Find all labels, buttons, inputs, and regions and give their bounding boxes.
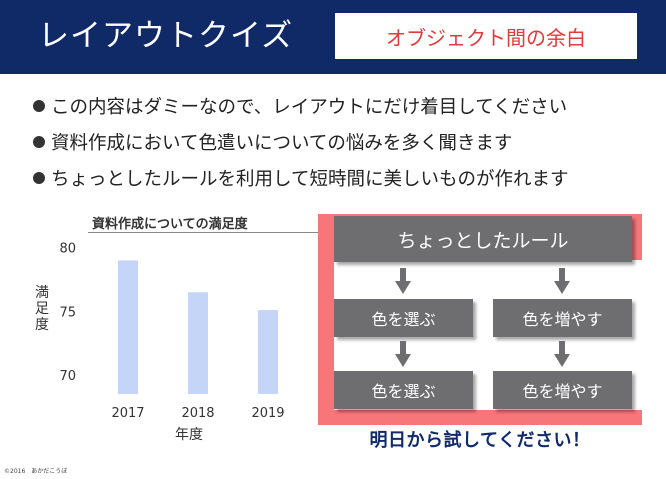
- arrow-down-icon: [554, 341, 570, 367]
- topic-badge: オブジェクト間の余白: [335, 13, 637, 59]
- bar-2018: [188, 292, 208, 394]
- header-bar: レイアウトクイズ オブジェクト間の余白: [0, 0, 666, 74]
- chart-x-axis-label: 年度: [175, 427, 203, 443]
- flow-box-choose-color: 色を選ぶ: [334, 371, 473, 409]
- arrow-down-icon: [395, 268, 411, 294]
- chart-y-axis-label: 満足度: [35, 285, 49, 333]
- x-tick-label: 2019: [251, 406, 284, 421]
- arrow-down-icon: [395, 341, 411, 367]
- bullet-list: この内容はダミーなので、レイアウトにだけ着目してください 資料作成において色遣い…: [33, 88, 653, 196]
- bullet-text: ちょっとしたルールを利用して短時間に美しいものが作れます: [51, 169, 569, 190]
- x-tick-label: 2018: [181, 406, 214, 421]
- bar-2019: [258, 310, 278, 394]
- bullet-text: 資料作成において色遣いについての悩みを多く聞きます: [51, 133, 513, 154]
- y-tick-label: 80: [59, 242, 76, 257]
- bullet-text: この内容はダミーなので、レイアウトにだけ着目してください: [51, 97, 568, 118]
- copyright-footer: ©2016 あかだこうぼ: [4, 468, 68, 475]
- flow-box-choose-color: 色を選ぶ: [334, 299, 473, 337]
- x-tick-label: 2017: [111, 406, 144, 421]
- bullet-item: 資料作成において色遣いについての悩みを多く聞きます: [33, 124, 653, 160]
- bullet-dot-icon: [33, 172, 45, 184]
- bullet-dot-icon: [33, 100, 45, 112]
- arrow-down-icon: [554, 268, 570, 294]
- flow-box-add-color: 色を増やす: [493, 299, 632, 337]
- chart-title: 資料作成についての満足度: [92, 217, 248, 232]
- bullet-dot-icon: [33, 136, 45, 148]
- bullet-item: この内容はダミーなので、レイアウトにだけ着目してください: [33, 88, 653, 124]
- bullet-item: ちょっとしたルールを利用して短時間に美しいものが作れます: [33, 160, 653, 196]
- flow-top-box: ちょっとしたルール: [334, 216, 632, 262]
- slide-title: レイアウトクイズ: [38, 18, 294, 54]
- flow-box-add-color: 色を増やす: [493, 371, 632, 409]
- bar-2017: [118, 260, 138, 394]
- y-tick-label: 70: [59, 369, 76, 384]
- y-tick-label: 75: [59, 305, 76, 320]
- call-to-action: 明日から試してください！: [369, 430, 591, 451]
- chart-title-underline: [88, 232, 320, 233]
